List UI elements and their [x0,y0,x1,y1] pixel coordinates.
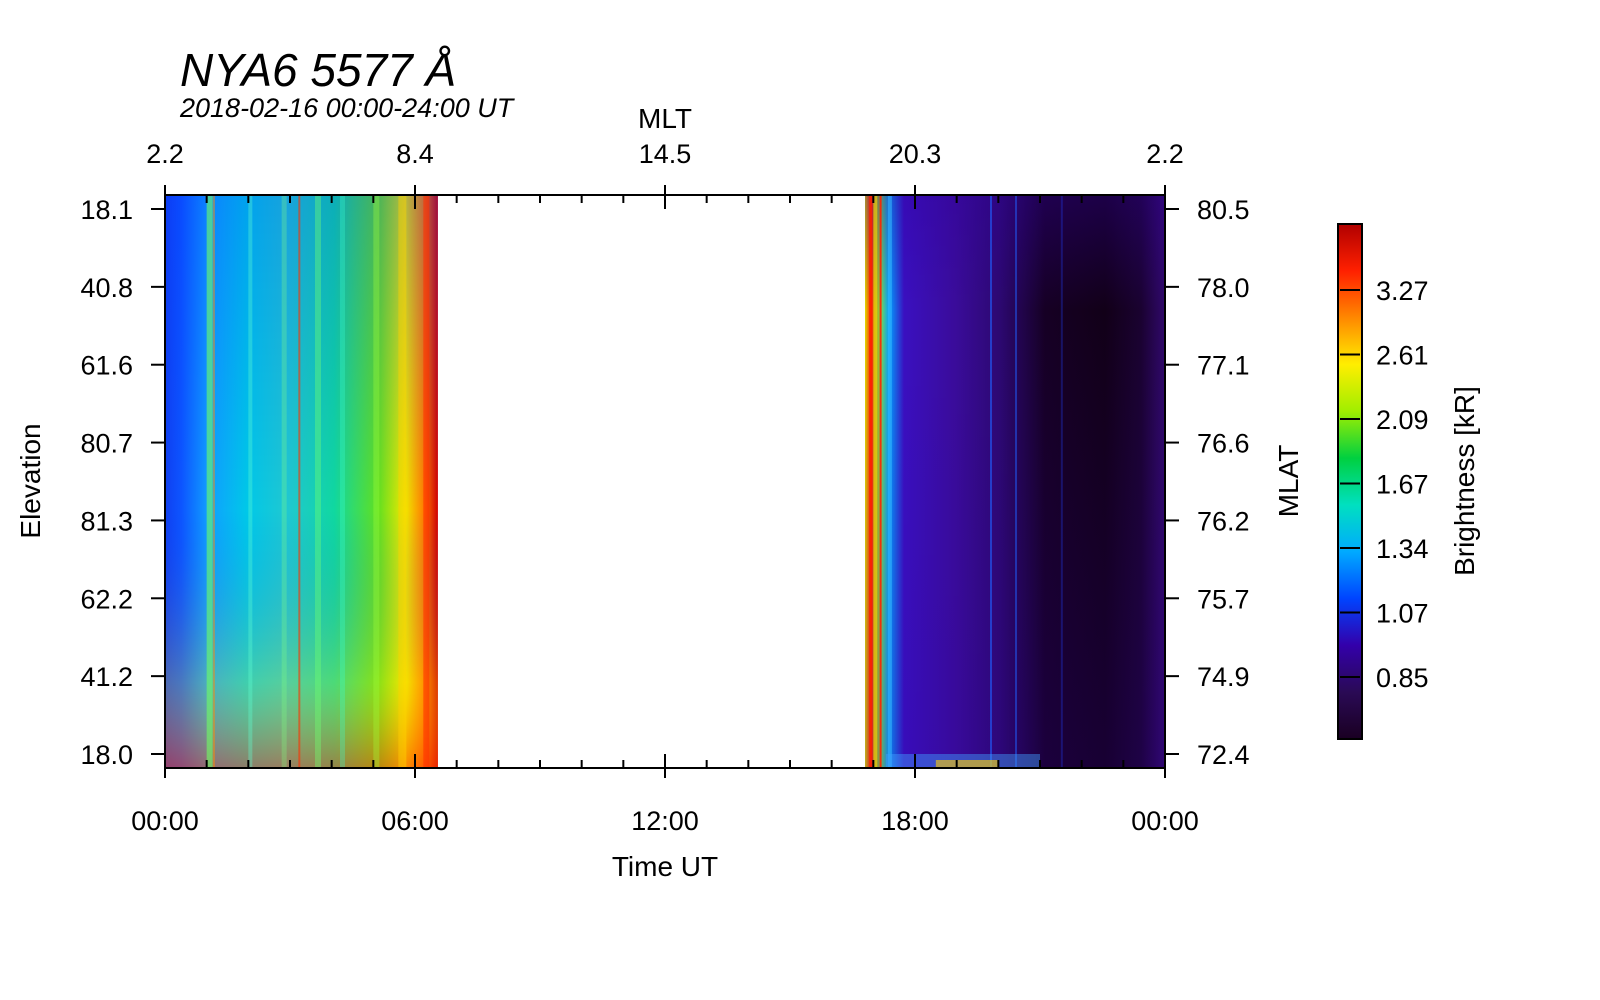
colorbar-tick-label-4: 1.34 [1376,534,1429,564]
x-tick-label-0: 00:00 [131,806,199,836]
evening-bottom-glow [935,760,999,768]
elevation-tick-label-4: 81.3 [80,506,133,536]
y-axis-label: Elevation [15,423,46,538]
streak-9 [423,195,430,768]
mlt-tick-label-1: 8.4 [396,139,434,169]
x-tick-label-3: 18:00 [881,806,949,836]
elevation-tick-label-6: 41.2 [80,662,133,692]
right-y-axis-label: MLAT [1273,445,1304,518]
elevation-tick-label-1: 40.8 [80,273,133,303]
colorbar-tick-label-1: 2.61 [1376,341,1429,371]
mlat-tick-label-2: 77.1 [1197,351,1250,381]
colorbar-ticks: 3.27 2.61 2.09 1.67 1.34 1.07 0.85 [1340,276,1429,693]
mlat-tick-label-1: 78.0 [1197,273,1250,303]
elevation-tick-label-0: 18.1 [80,195,133,225]
streak-8 [398,195,407,768]
chart-title: NYA6 5577 Å [180,44,456,96]
streak-5 [315,195,321,768]
mlt-tick-label-0: 2.2 [146,139,184,169]
mlat-tick-label-3: 76.6 [1197,429,1250,459]
elevation-tick-label-3: 80.7 [80,429,133,459]
colorbar-label: Brightness [kR] [1449,386,1480,576]
streak-12 [879,195,882,768]
streak-14 [990,195,992,768]
x-tick-label-2: 12:00 [631,806,699,836]
x-axis-label: Time UT [612,851,718,882]
auroral-streaks [206,195,1063,768]
mlt-tick-label-2: 14.5 [639,139,692,169]
colorbar-tick-label-3: 1.67 [1376,470,1429,500]
streak-4 [298,195,301,768]
x-tick-label-1: 06:00 [381,806,449,836]
streak-7 [373,195,380,768]
colorbar-tick-label-2: 2.09 [1376,405,1429,435]
x-axis-ticks: 00:00 06:00 12:00 18:00 00:00 2.2 8.4 14.5 20.3 2… [131,139,1199,836]
streak-10 [869,195,873,768]
colorbar-tick-label-5: 1.07 [1376,599,1429,629]
streak-15 [1015,195,1017,768]
colorbar-tick-label-6: 0.85 [1376,663,1429,693]
streak-0 [206,195,213,768]
streak-16 [1060,195,1063,768]
colorbar-tick-label-0: 3.27 [1376,276,1429,306]
heatmap-segment-morning-shading [165,195,438,768]
colorbar: 3.27 2.61 2.09 1.67 1.34 1.07 0.85 Brightness … [1337,223,1480,740]
streak-13 [887,195,892,768]
elevation-tick-label-7: 18.0 [80,740,133,770]
mlat-tick-label-0: 80.5 [1197,195,1250,225]
chart-subtitle: 2018-02-16 00:00-24:00 UT [179,93,516,123]
streak-11 [873,195,878,768]
elevation-tick-label-2: 61.6 [80,351,133,381]
colorbar-gradient [1337,223,1363,740]
streak-3 [281,195,287,768]
heatmap-area [165,195,1165,768]
streak-2 [248,195,253,768]
streak-6 [340,195,345,768]
y-axis-ticks: 18.1 80.5 40.8 78.0 61.6 77.1 80.7 76.6 81.3 76.2… [80,195,1249,770]
mlat-tick-label-4: 76.2 [1197,506,1250,536]
streak-1 [212,195,215,768]
mlt-tick-label-4: 2.2 [1146,139,1184,169]
mlat-tick-label-6: 74.9 [1197,662,1250,692]
x-tick-label-4: 00:00 [1131,806,1199,836]
mlat-tick-label-7: 72.4 [1197,740,1250,770]
elevation-tick-label-5: 62.2 [80,584,133,614]
mlt-tick-label-3: 20.3 [889,139,942,169]
mlat-tick-label-5: 75.7 [1197,584,1250,614]
top-axis-label: MLT [638,103,692,134]
